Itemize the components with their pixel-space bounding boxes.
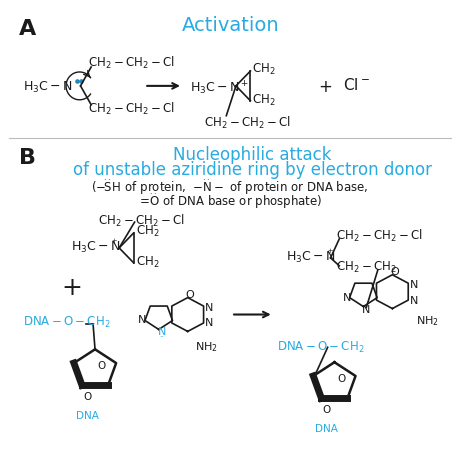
Text: $\mathregular{CH_2-CH_2-Cl}$: $\mathregular{CH_2-CH_2-Cl}$ [98, 213, 185, 229]
Text: $\mathregular{NH_2}$: $\mathregular{NH_2}$ [416, 314, 438, 329]
Text: $\mathregular{CH_2}$: $\mathregular{CH_2}$ [252, 93, 276, 109]
Text: $\mathregular{CH_2-CH_2}$: $\mathregular{CH_2-CH_2}$ [337, 260, 397, 275]
Text: $\mathregular{H_3C-N^+}$: $\mathregular{H_3C-N^+}$ [190, 79, 249, 96]
Text: $\mathregular{CH_2}$: $\mathregular{CH_2}$ [136, 223, 159, 239]
Text: $+$: $+$ [61, 276, 81, 300]
Text: $=\!\overset{..}{\mathrm{O}}$ of DNA base or phosphate): $=\!\overset{..}{\mathrm{O}}$ of DNA bas… [137, 193, 323, 212]
Text: N: N [205, 318, 213, 329]
Text: Nucleophilic attack: Nucleophilic attack [173, 146, 332, 163]
Text: N: N [205, 302, 213, 313]
Text: of unstable aziridine ring by electron donor: of unstable aziridine ring by electron d… [73, 161, 432, 179]
Text: B: B [19, 147, 36, 168]
Text: O: O [185, 290, 194, 300]
Text: $\mathregular{DNA-O-CH_2}$: $\mathregular{DNA-O-CH_2}$ [23, 315, 110, 330]
Text: $\mathregular{H_3C-N}$: $\mathregular{H_3C-N}$ [23, 80, 72, 95]
Text: Activation: Activation [182, 16, 279, 35]
Text: $^+$: $^+$ [110, 238, 119, 248]
Text: $\mathregular{CH_2}$: $\mathregular{CH_2}$ [136, 255, 159, 271]
Text: O: O [323, 405, 331, 415]
Text: O: O [83, 392, 91, 402]
Text: $\mathregular{Cl^-}$: $\mathregular{Cl^-}$ [343, 77, 370, 93]
Text: $\mathregular{CH_2-CH_2-Cl}$: $\mathregular{CH_2-CH_2-Cl}$ [204, 115, 291, 131]
Text: $+$: $+$ [318, 78, 332, 96]
Text: O: O [337, 374, 346, 384]
Text: DNA: DNA [76, 411, 99, 421]
Text: $\mathregular{H_3C-N}$: $\mathregular{H_3C-N}$ [71, 241, 120, 256]
Text: O: O [98, 361, 106, 371]
Text: N: N [343, 292, 351, 303]
Text: O: O [390, 267, 399, 277]
Text: $\mathregular{DNA-O-CH_2}$: $\mathregular{DNA-O-CH_2}$ [277, 340, 365, 355]
Text: $\mathregular{CH_2-CH_2-Cl}$: $\mathregular{CH_2-CH_2-Cl}$ [88, 101, 175, 117]
Text: $^+$: $^+$ [326, 248, 334, 258]
Text: DNA: DNA [315, 424, 338, 434]
Text: N: N [362, 305, 371, 314]
Text: ($-\!\overset{..}{\mathrm{S}}\mathrm{H}$ of protein,  $-\overset{..}{\mathrm{N}}: ($-\!\overset{..}{\mathrm{S}}\mathrm{H}$… [91, 179, 369, 198]
Text: N: N [138, 315, 146, 325]
Text: N: N [410, 280, 418, 290]
Text: $\mathregular{NH_2}$: $\mathregular{NH_2}$ [195, 340, 219, 354]
Text: $\mathregular{CH_2-CH_2-Cl}$: $\mathregular{CH_2-CH_2-Cl}$ [88, 55, 175, 71]
Text: N: N [410, 296, 418, 306]
Text: ..: .. [159, 332, 164, 338]
Text: A: A [19, 19, 36, 39]
Text: $\mathregular{CH_2}$: $\mathregular{CH_2}$ [252, 61, 276, 77]
Text: N: N [157, 328, 166, 337]
Text: $\mathregular{H_3C-N}$: $\mathregular{H_3C-N}$ [286, 250, 336, 265]
Text: $\mathregular{CH_2-CH_2-Cl}$: $\mathregular{CH_2-CH_2-Cl}$ [337, 228, 423, 244]
